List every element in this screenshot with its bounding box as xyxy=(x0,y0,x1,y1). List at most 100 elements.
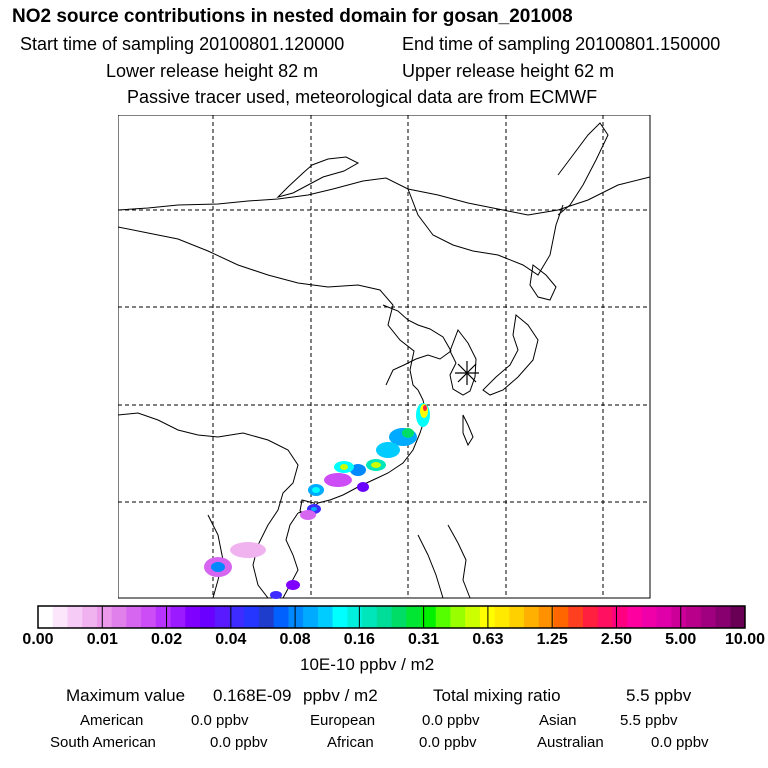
colorbar-cell xyxy=(435,606,451,628)
japan-hokkaido xyxy=(529,264,557,301)
colorbar-tick-label: 0.02 xyxy=(150,631,183,648)
colorbar-cell xyxy=(347,606,363,628)
colorbar xyxy=(37,605,746,629)
colorbar-tick-label: 0.00 xyxy=(22,631,54,648)
philippines-west xyxy=(417,534,444,599)
japan-honshu xyxy=(482,314,539,396)
map-panel xyxy=(118,115,651,599)
colorbar-cell xyxy=(538,606,555,628)
plume-blob xyxy=(230,542,266,558)
colorbar-cell xyxy=(715,606,731,628)
plume-blob xyxy=(402,428,414,438)
colorbar-cell xyxy=(391,606,407,628)
plume-blob xyxy=(312,487,320,493)
plume-blob xyxy=(357,482,369,492)
region-name: South American xyxy=(50,734,156,751)
plot-title: NO2 source contributions in nested domai… xyxy=(12,6,573,27)
colorbar-cell xyxy=(494,606,510,628)
region-value: 0.0 ppbv xyxy=(419,734,477,751)
colorbar-cell xyxy=(553,606,569,628)
region-value: 5.5 ppbv xyxy=(620,712,678,729)
plume-blob xyxy=(324,473,352,487)
region-name: American xyxy=(80,712,144,729)
region-value: 0.0 ppbv xyxy=(210,734,268,751)
region-value: 0.0 ppbv xyxy=(191,712,249,729)
colorbar-cell xyxy=(406,606,422,628)
colorbar-cell xyxy=(656,606,672,628)
colorbar-cell xyxy=(730,606,746,628)
colorbar-cell xyxy=(155,606,172,628)
korean-peninsula xyxy=(449,328,477,396)
colorbar-cell xyxy=(612,606,628,628)
plume-blob xyxy=(311,507,317,511)
region-value: 0.0 ppbv xyxy=(651,734,709,751)
plume-blob xyxy=(270,591,282,599)
total-mixing-value: 5.5 ppbv xyxy=(626,686,692,705)
upper-release-height: Upper release height 62 m xyxy=(402,61,615,81)
region-name: Asian xyxy=(539,712,577,729)
colorbar-tick-label: 0.04 xyxy=(215,631,247,648)
region-value: 0.0 ppbv xyxy=(422,712,480,729)
plume-blob xyxy=(340,464,348,470)
colorbar-cell xyxy=(671,606,687,628)
colorbar-cell xyxy=(627,606,643,628)
mongolia-china-border xyxy=(118,226,419,391)
colorbar-cell xyxy=(362,606,378,628)
max-value: 0.168E-09 xyxy=(213,686,292,705)
colorbar-cell xyxy=(38,606,54,628)
tracer-note: Passive tracer used, meteorological data… xyxy=(127,87,598,107)
colorbar-cell xyxy=(700,606,717,628)
colorbar-tick-label: 5.00 xyxy=(665,631,697,648)
colorbar-cell xyxy=(597,606,613,628)
colorbar-cell xyxy=(185,606,201,628)
colorbar-cell xyxy=(200,606,216,628)
colorbar-cell xyxy=(170,606,186,628)
region-name: Australian xyxy=(537,734,604,751)
plume-blob xyxy=(376,442,400,458)
colorbar-tick-label: 0.16 xyxy=(343,631,375,648)
colorbar-cell xyxy=(96,606,113,628)
plume-blob xyxy=(371,462,381,468)
colorbar-cell xyxy=(82,606,98,628)
plume-blob xyxy=(300,510,316,520)
colorbar-tick-label: 0.31 xyxy=(408,631,440,648)
colorbar-cell xyxy=(288,606,304,628)
colorbar-cell xyxy=(582,606,599,628)
colorbar-cell xyxy=(420,606,437,628)
receptor-marker xyxy=(455,361,479,385)
colorbar-cell xyxy=(568,606,584,628)
colorbar-cell xyxy=(450,606,466,628)
colorbar-cell xyxy=(126,606,142,628)
colorbar-cell xyxy=(509,606,525,628)
colorbar-cell xyxy=(465,606,481,628)
plume-blob xyxy=(286,580,300,590)
colorbar-cell xyxy=(332,606,348,628)
map-frame xyxy=(118,115,651,599)
colorbar-tick-label: 0.08 xyxy=(279,631,311,648)
region-name: African xyxy=(327,734,374,751)
total-mixing-label: Total mixing ratio xyxy=(433,686,561,705)
colorbar-cell xyxy=(67,606,83,628)
colorbar-cell xyxy=(641,606,658,628)
max-value-label: Maximum value xyxy=(66,686,186,705)
lake-baikal xyxy=(276,156,360,198)
colorbar-cell xyxy=(686,606,702,628)
lower-release-height: Lower release height 82 m xyxy=(106,61,319,81)
colorbar-cell xyxy=(273,606,289,628)
colorbar-cell xyxy=(258,606,275,628)
sakhalin xyxy=(557,122,609,216)
russia-border xyxy=(118,176,651,216)
colorbar-cell xyxy=(524,606,540,628)
end-sampling-time: End time of sampling 20100801.150000 xyxy=(402,34,721,54)
colorbar-cell xyxy=(111,606,127,628)
colorbar-tick-label: 0.01 xyxy=(86,631,118,648)
colorbar-tick-label: 2.50 xyxy=(600,631,633,648)
taiwan xyxy=(462,414,474,447)
region-name: European xyxy=(310,712,376,729)
colorbar-frame xyxy=(37,605,746,629)
colorbar-tick-label: 10.00 xyxy=(724,631,766,648)
colorbar-cell xyxy=(214,606,230,628)
colorbar-tick-label: 1.25 xyxy=(536,631,568,648)
colorbar-unit: 10E-10 ppbv / m2 xyxy=(300,655,435,674)
bohai-coast xyxy=(382,304,452,386)
